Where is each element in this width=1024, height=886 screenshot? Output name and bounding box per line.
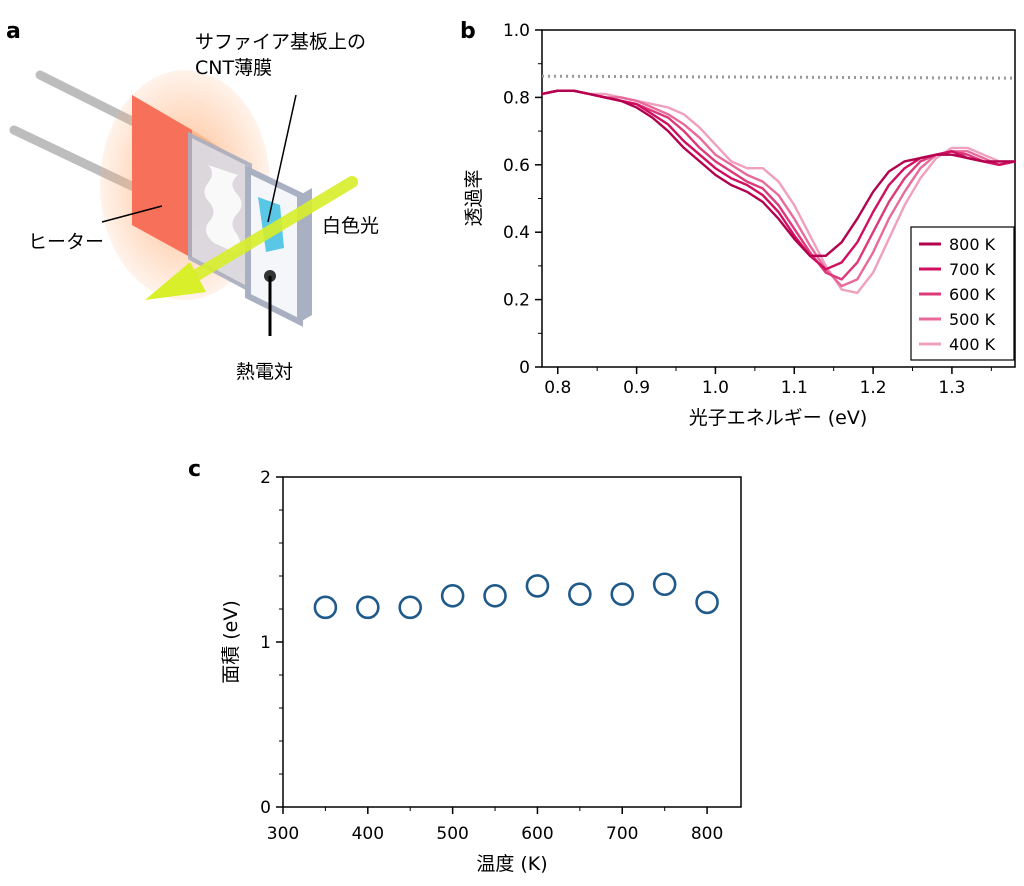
y-axis-label-b: 透過率 xyxy=(463,169,485,226)
reference-line-b xyxy=(542,74,1015,80)
leader-substrate xyxy=(267,94,297,223)
plot-frame-c xyxy=(282,476,742,808)
scatter-point xyxy=(610,582,635,606)
panel-letter-c: c xyxy=(188,457,201,482)
leader-heater xyxy=(101,205,163,223)
legend-label: 400 K xyxy=(949,335,996,354)
x-axis-label-c: 温度 (K) xyxy=(476,853,547,875)
legend-label: 800 K xyxy=(949,235,996,254)
legend-label: 700 K xyxy=(949,260,996,279)
x-tick-label-b: 1.2 xyxy=(860,378,887,398)
x-axis-label-b: 光子エネルギー (eV) xyxy=(689,407,868,429)
scatter-point xyxy=(525,574,550,598)
label-substrate-line1: サファイア基板上の xyxy=(195,31,366,53)
x-tick-label-b: 1.3 xyxy=(938,378,965,398)
label-white-light: 白色光 xyxy=(322,215,379,237)
y-tick-label-b: 0.2 xyxy=(503,291,530,311)
legend-label: 500 K xyxy=(949,310,996,329)
legend-b: 800 K 700 K 600 K 500 K 400 K xyxy=(910,226,1015,361)
y-tick-label-b: 1.0 xyxy=(503,21,530,41)
panel-b-chart: b 0.8 0.9 1.0 1.1 1.2 1.3 0 0.2 0.4 0.6 0.8 1.0 光子エ… xyxy=(460,19,1016,429)
y-tick-label-b: 0.8 xyxy=(503,88,530,108)
y-tick-label-c: 1 xyxy=(260,633,271,653)
label-thermocouple: 熱電対 xyxy=(236,361,293,383)
y-tick-label-c: 2 xyxy=(260,468,271,488)
y-tick-label-c: 0 xyxy=(260,798,271,818)
scatter-point xyxy=(440,583,465,608)
x-tick-label-c: 300 xyxy=(267,824,299,844)
sample-frame-edge xyxy=(300,188,312,322)
scatter-point xyxy=(483,583,507,608)
sapphire-crystal xyxy=(204,165,242,253)
scatter-point xyxy=(652,572,677,597)
x-tick-label-c: 800 xyxy=(691,824,723,844)
light-arrowhead xyxy=(145,262,206,300)
scatter-point xyxy=(313,595,338,620)
x-tick-label-b: 0.8 xyxy=(544,378,571,398)
label-substrate-line2: CNT薄膜 xyxy=(195,57,272,79)
series-line-800-K xyxy=(542,89,1015,257)
panel-letter-a: a xyxy=(6,19,21,44)
scatter-point xyxy=(356,595,380,620)
y-axis-label-c: 面積 (eV) xyxy=(220,600,242,684)
scatter-point xyxy=(398,595,423,620)
panel-a-diagram: a サファイア基板上の CNT薄膜 ヒーター 白色光 熱電対 xyxy=(6,19,379,383)
panel-letter-b: b xyxy=(460,19,476,44)
x-tick-label-c: 400 xyxy=(352,824,384,844)
y-tick-label-b: 0 xyxy=(519,358,530,378)
x-tick-label-c: 600 xyxy=(521,824,553,844)
x-tick-label-b: 1.1 xyxy=(781,378,808,398)
x-tick-label-c: 700 xyxy=(606,824,638,844)
label-heater: ヒーター xyxy=(28,231,104,253)
y-tick-label-b: 0.4 xyxy=(503,223,530,243)
scatter-point xyxy=(695,590,719,615)
scatter-point xyxy=(568,582,592,606)
x-tick-label-b: 0.9 xyxy=(623,378,650,398)
legend-label: 600 K xyxy=(949,285,996,304)
light-beam xyxy=(169,176,358,294)
x-tick-label-c: 500 xyxy=(436,824,468,844)
heater-block xyxy=(132,95,192,258)
panel-c-chart: c 300 400 500 600 700 800 0 1 2 温度 (K) 面積 (eV) xyxy=(188,457,742,875)
x-tick-label-b: 1.0 xyxy=(702,378,729,398)
y-tick-label-b: 0.6 xyxy=(503,156,530,176)
